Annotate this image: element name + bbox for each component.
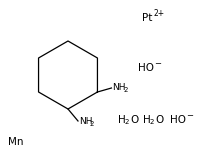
Text: −: − [186, 111, 193, 121]
Text: 2: 2 [125, 119, 129, 125]
Text: Pt: Pt [142, 13, 152, 23]
Text: HO: HO [170, 115, 186, 125]
Text: O: O [155, 115, 163, 125]
Text: NH: NH [112, 84, 126, 92]
Text: O: O [130, 115, 138, 125]
Text: 2: 2 [90, 121, 94, 127]
Text: HO: HO [138, 63, 154, 73]
Text: −: − [154, 60, 161, 68]
Text: H: H [118, 115, 126, 125]
Text: Mn: Mn [8, 137, 23, 147]
Text: 2: 2 [123, 87, 128, 94]
Text: NH: NH [79, 116, 92, 125]
Text: 2: 2 [150, 119, 154, 125]
Text: 2+: 2+ [154, 10, 165, 19]
Text: H: H [143, 115, 151, 125]
